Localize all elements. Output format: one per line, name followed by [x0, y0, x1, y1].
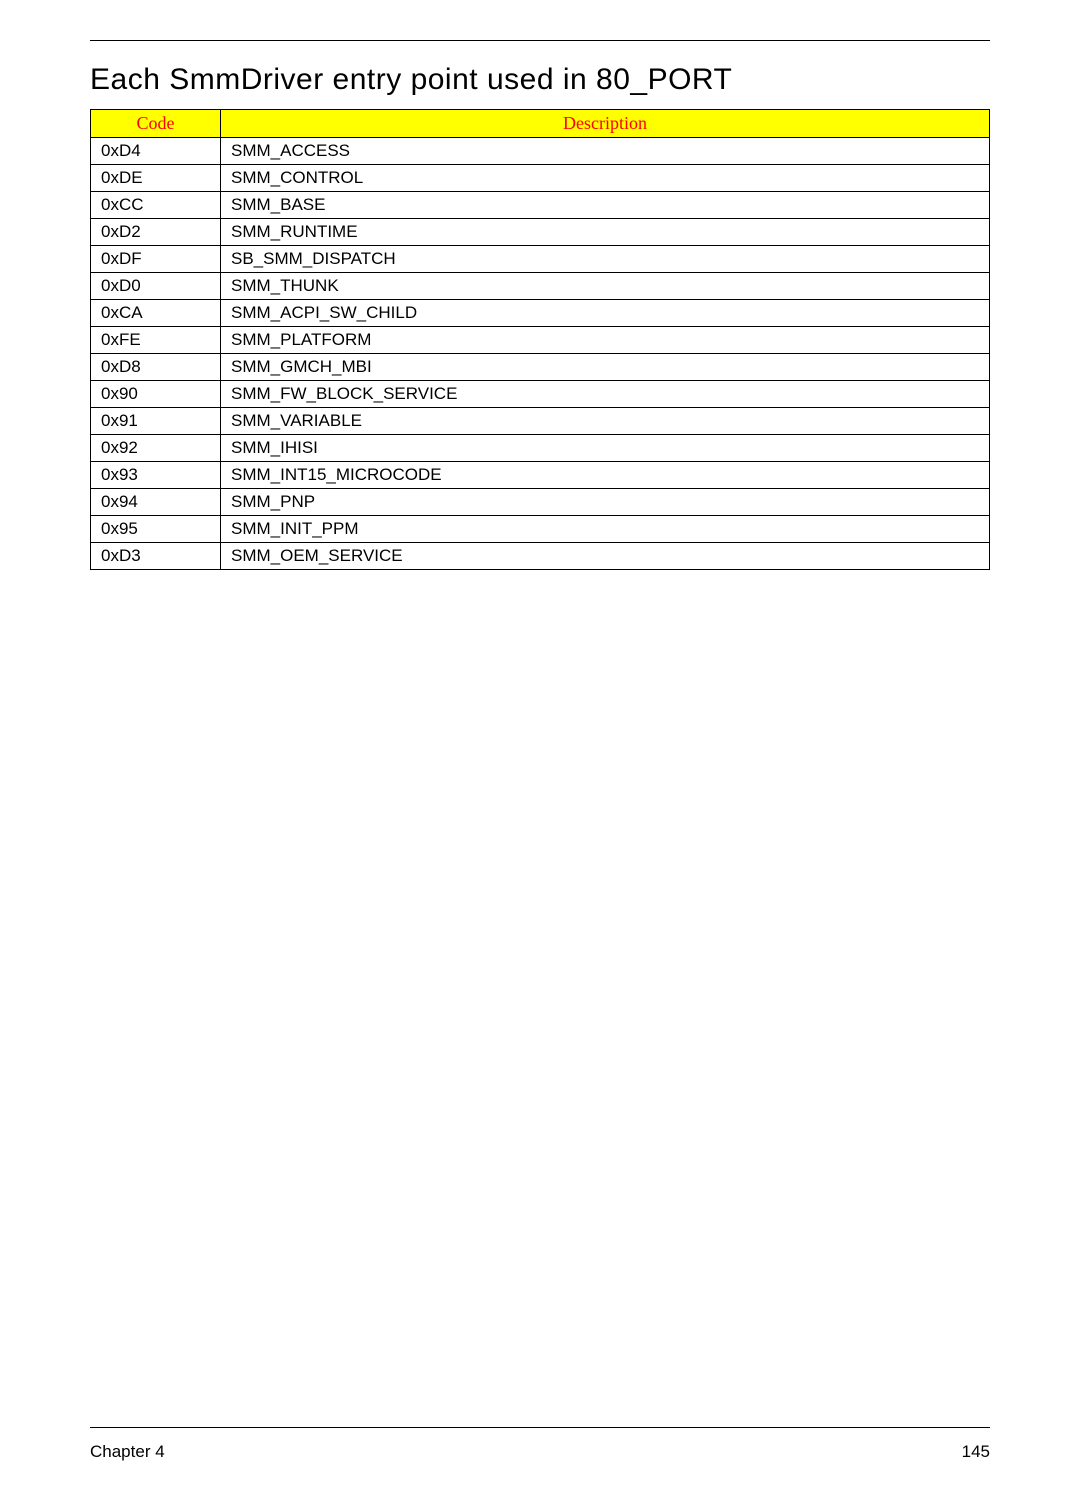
table-row: 0xD0SMM_THUNK — [91, 273, 990, 300]
table-row: 0xCASMM_ACPI_SW_CHILD — [91, 300, 990, 327]
cell-code: 0x92 — [91, 435, 221, 462]
cell-description: SMM_INT15_MICROCODE — [221, 462, 990, 489]
cell-code: 0xDF — [91, 246, 221, 273]
table-header-code: Code — [91, 110, 221, 138]
cell-description: SB_SMM_DISPATCH — [221, 246, 990, 273]
cell-code: 0xCC — [91, 192, 221, 219]
table-row: 0x91SMM_VARIABLE — [91, 408, 990, 435]
cell-description: SMM_VARIABLE — [221, 408, 990, 435]
cell-code: 0x90 — [91, 381, 221, 408]
cell-description: SMM_OEM_SERVICE — [221, 543, 990, 570]
top-rule — [90, 40, 990, 41]
cell-description: SMM_INIT_PPM — [221, 516, 990, 543]
cell-code: 0xDE — [91, 165, 221, 192]
page-footer: Chapter 4 145 — [90, 1427, 990, 1462]
cell-code: 0x93 — [91, 462, 221, 489]
cell-code: 0xD3 — [91, 543, 221, 570]
page-title: Each SmmDriver entry point used in 80_PO… — [90, 63, 990, 97]
cell-code: 0xD8 — [91, 354, 221, 381]
cell-code: 0xD4 — [91, 138, 221, 165]
table-row: 0xD4SMM_ACCESS — [91, 138, 990, 165]
cell-description: SMM_PNP — [221, 489, 990, 516]
codes-table: Code Description 0xD4SMM_ACCESS0xDESMM_C… — [90, 109, 990, 570]
cell-description: SMM_THUNK — [221, 273, 990, 300]
table-row: 0x92SMM_IHISI — [91, 435, 990, 462]
table-row: 0xFESMM_PLATFORM — [91, 327, 990, 354]
cell-description: SMM_RUNTIME — [221, 219, 990, 246]
table-row: 0xD3SMM_OEM_SERVICE — [91, 543, 990, 570]
table-row: 0x93SMM_INT15_MICROCODE — [91, 462, 990, 489]
table-row: 0x95SMM_INIT_PPM — [91, 516, 990, 543]
cell-description: SMM_GMCH_MBI — [221, 354, 990, 381]
footer-page-number: 145 — [962, 1442, 990, 1462]
cell-code: 0x91 — [91, 408, 221, 435]
cell-code: 0xD0 — [91, 273, 221, 300]
cell-code: 0xCA — [91, 300, 221, 327]
cell-description: SMM_ACCESS — [221, 138, 990, 165]
table-row: 0xCCSMM_BASE — [91, 192, 990, 219]
table-header-description: Description — [221, 110, 990, 138]
cell-code: 0xD2 — [91, 219, 221, 246]
cell-description: SMM_BASE — [221, 192, 990, 219]
table-row: 0x90SMM_FW_BLOCK_SERVICE — [91, 381, 990, 408]
table-row: 0xD2SMM_RUNTIME — [91, 219, 990, 246]
cell-description: SMM_FW_BLOCK_SERVICE — [221, 381, 990, 408]
page: Each SmmDriver entry point used in 80_PO… — [0, 0, 1080, 1512]
table-row: 0x94SMM_PNP — [91, 489, 990, 516]
cell-description: SMM_ACPI_SW_CHILD — [221, 300, 990, 327]
cell-description: SMM_PLATFORM — [221, 327, 990, 354]
table-header-row: Code Description — [91, 110, 990, 138]
cell-code: 0x94 — [91, 489, 221, 516]
cell-code: 0xFE — [91, 327, 221, 354]
table-row: 0xD8SMM_GMCH_MBI — [91, 354, 990, 381]
table-row: 0xDFSB_SMM_DISPATCH — [91, 246, 990, 273]
cell-description: SMM_CONTROL — [221, 165, 990, 192]
cell-description: SMM_IHISI — [221, 435, 990, 462]
footer-chapter: Chapter 4 — [90, 1442, 165, 1462]
cell-code: 0x95 — [91, 516, 221, 543]
table-row: 0xDESMM_CONTROL — [91, 165, 990, 192]
